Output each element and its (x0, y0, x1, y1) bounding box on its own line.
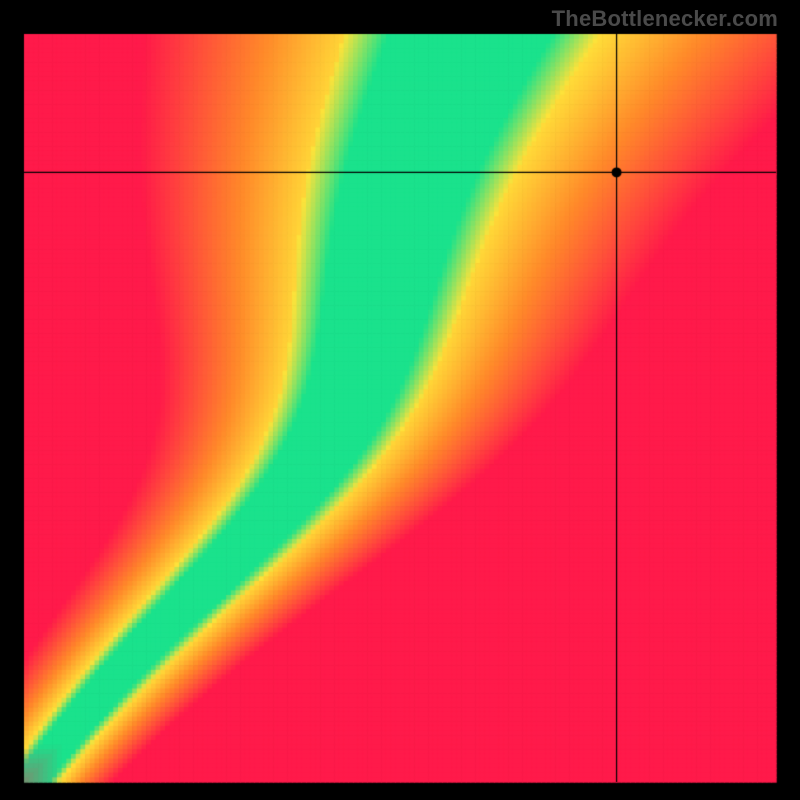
watermark-label: TheBottlenecker.com (552, 6, 778, 32)
heatmap-canvas (0, 0, 800, 800)
chart-container: TheBottlenecker.com (0, 0, 800, 800)
